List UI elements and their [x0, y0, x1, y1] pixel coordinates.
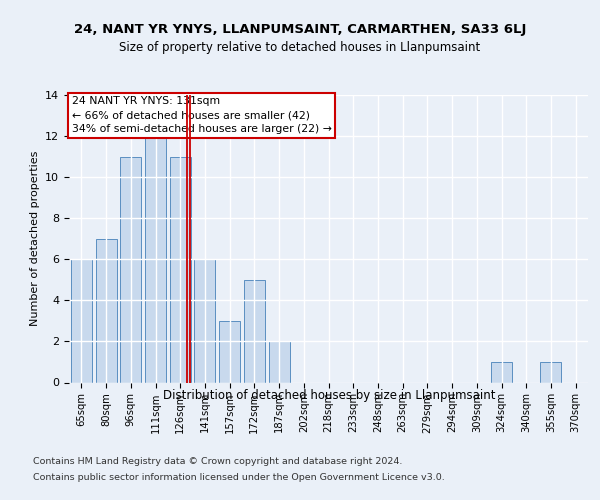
- Bar: [244, 280, 265, 382]
- Bar: [71, 260, 92, 382]
- Text: 24, NANT YR YNYS, LLANPUMSAINT, CARMARTHEN, SA33 6LJ: 24, NANT YR YNYS, LLANPUMSAINT, CARMARTH…: [74, 22, 526, 36]
- Bar: [269, 342, 290, 382]
- Text: Contains HM Land Registry data © Crown copyright and database right 2024.: Contains HM Land Registry data © Crown c…: [33, 458, 403, 466]
- Y-axis label: Number of detached properties: Number of detached properties: [29, 151, 40, 326]
- Bar: [170, 156, 191, 382]
- Bar: [120, 156, 141, 382]
- Bar: [219, 321, 240, 382]
- Text: Contains public sector information licensed under the Open Government Licence v3: Contains public sector information licen…: [33, 472, 445, 482]
- Bar: [95, 239, 116, 382]
- Text: Distribution of detached houses by size in Llanpumsaint: Distribution of detached houses by size …: [163, 389, 495, 402]
- Text: Size of property relative to detached houses in Llanpumsaint: Size of property relative to detached ho…: [119, 41, 481, 54]
- Bar: [541, 362, 562, 382]
- Bar: [194, 260, 215, 382]
- Bar: [491, 362, 512, 382]
- Text: 24 NANT YR YNYS: 131sqm
← 66% of detached houses are smaller (42)
34% of semi-de: 24 NANT YR YNYS: 131sqm ← 66% of detache…: [71, 96, 331, 134]
- Bar: [145, 136, 166, 382]
